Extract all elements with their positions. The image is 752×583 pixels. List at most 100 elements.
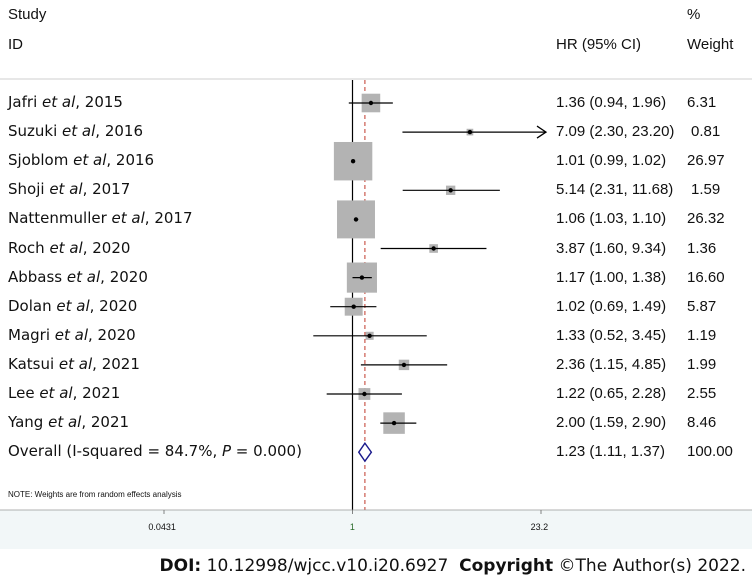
study-label: Lee et al, 2021	[8, 384, 120, 402]
study-label: Abbass et al, 2020	[8, 268, 148, 286]
study-label: Shoji et al, 2017	[8, 180, 130, 198]
x-tick-label: 0.0431	[148, 522, 176, 532]
study-name: Yang	[8, 413, 49, 432]
study-ci: 2.00 (1.59, 2.90)	[556, 414, 667, 432]
study-name: Dolan	[8, 296, 57, 315]
study-name: Shoji	[8, 180, 50, 199]
study-label: Dolan et al, 2020	[8, 297, 137, 315]
study-name: Sjoblom	[8, 151, 74, 170]
study-weight: 16.60	[687, 268, 725, 286]
study-ci: 1.01 (0.99, 1.02)	[556, 152, 667, 170]
study-point	[359, 275, 365, 280]
x-tick-label: 23.2	[530, 522, 549, 532]
study-ci: 1.33 (0.52, 3.45)	[556, 326, 667, 344]
study-label: Sjoblom et al, 2016	[8, 151, 154, 169]
weight-percent-header: %	[687, 6, 701, 23]
study-name: Magri	[8, 325, 55, 344]
study-year: , 2020	[89, 296, 138, 315]
doi-label: DOI:	[159, 556, 202, 576]
copyright-label: Copyright	[459, 556, 554, 576]
overall-label-prefix: Overall (I-squared = 84.7%,	[8, 442, 222, 461]
study-year: , 2017	[82, 180, 131, 199]
study-etal: et al	[49, 238, 83, 257]
study-etal: et al	[62, 122, 96, 141]
study-year: , 2016	[106, 151, 155, 170]
study-name: Jafri	[8, 93, 42, 111]
study-point	[448, 188, 453, 193]
study-weight: 2.55	[687, 385, 717, 402]
study-year: , 2017	[144, 209, 193, 228]
study-year: , 2021	[92, 354, 140, 373]
study-ci: 2.36 (1.15, 4.85)	[556, 355, 667, 373]
weight-header: Weight	[687, 36, 734, 53]
study-etal: et al	[56, 296, 90, 315]
study-year: , 2021	[81, 413, 130, 432]
study-name: Katsui	[8, 354, 59, 373]
study-ci: 1.02 (0.69, 1.49)	[556, 297, 667, 315]
study-etal: et al	[49, 180, 83, 199]
study-weight: 6.31	[687, 94, 717, 111]
study-year: , 2016	[95, 122, 143, 141]
study-point	[401, 362, 407, 368]
study-year: , 2015	[75, 93, 123, 111]
study-name: Nattenmuller	[8, 209, 112, 228]
doi-value: 10.12998/wjcc.v10.i20.6927	[201, 556, 449, 576]
study-etal: et al	[54, 325, 89, 344]
study-year: , 2020	[100, 267, 148, 286]
x-tick-label: 1	[349, 522, 355, 532]
study-etal: et al	[39, 384, 73, 402]
study-weight: 1.59	[691, 181, 721, 199]
study-name: Lee	[8, 384, 40, 402]
study-name: Roch	[8, 238, 50, 257]
study-etal: et al	[111, 209, 145, 228]
study-etal: et al	[48, 413, 82, 432]
study-name: Suzuki	[8, 122, 63, 141]
study-weight: 26.32	[687, 210, 725, 228]
study-weight: 1.36	[687, 239, 717, 257]
study-weight: 5.87	[687, 297, 717, 315]
axis-band	[0, 510, 752, 549]
study-weight: 8.46	[687, 414, 717, 432]
study-year: , 2021	[72, 384, 121, 402]
study-ci: 3.87 (1.60, 9.34)	[556, 239, 667, 257]
study-label: Yang et al, 2021	[8, 413, 129, 431]
study-ci: 1.36 (0.94, 1.96)	[556, 94, 667, 111]
study-etal: et al	[73, 151, 107, 170]
study-point	[353, 217, 359, 222]
study-name: Abbass	[8, 267, 67, 286]
study-etal: et al	[42, 93, 76, 111]
overall-label-p: P	[221, 442, 232, 461]
study-point	[351, 304, 356, 309]
study-label: Nattenmuller et al, 2017	[8, 209, 193, 227]
study-etal: et al	[66, 267, 101, 286]
study-etal: et al	[58, 354, 93, 373]
overall-label: Overall (I-squared = 84.7%, P = 0.000)	[8, 442, 302, 460]
citation: DOI: 10.12998/wjcc.v10.i20.6927 Copyrigh…	[160, 556, 746, 576]
study-year: , 2020	[82, 238, 131, 257]
hr-header: HR (95% CI)	[556, 36, 642, 53]
study-label: Jafri et al, 2015	[8, 93, 123, 111]
study-point	[467, 129, 473, 135]
study-ci: 7.09 (2.30, 23.20)	[556, 123, 675, 141]
study-point	[350, 159, 356, 164]
weights-note: NOTE: Weights are from random effects an…	[8, 490, 182, 499]
study-weight: 26.97	[687, 152, 725, 170]
study-ci: 1.17 (1.00, 1.38)	[556, 268, 667, 286]
study-weight: 0.81	[691, 123, 721, 141]
study-label: Roch et al, 2020	[8, 239, 130, 257]
forest-plot	[0, 78, 752, 514]
study-header: Study	[8, 6, 47, 23]
ci-arrow-icon	[536, 125, 548, 139]
study-point	[431, 246, 436, 251]
id-header: ID	[8, 36, 23, 53]
study-point	[368, 100, 374, 106]
study-weight: 1.19	[687, 326, 717, 344]
study-point	[362, 391, 367, 397]
study-label: Suzuki et al, 2016	[8, 122, 143, 140]
copyright-value: ©The Author(s) 2022.	[553, 556, 746, 576]
study-weight: 1.99	[687, 355, 717, 373]
study-label: Magri et al, 2020	[8, 326, 136, 344]
study-point	[367, 333, 372, 338]
study-ci: 1.06 (1.03, 1.10)	[556, 210, 667, 228]
overall-label-suffix: = 0.000)	[231, 442, 302, 461]
